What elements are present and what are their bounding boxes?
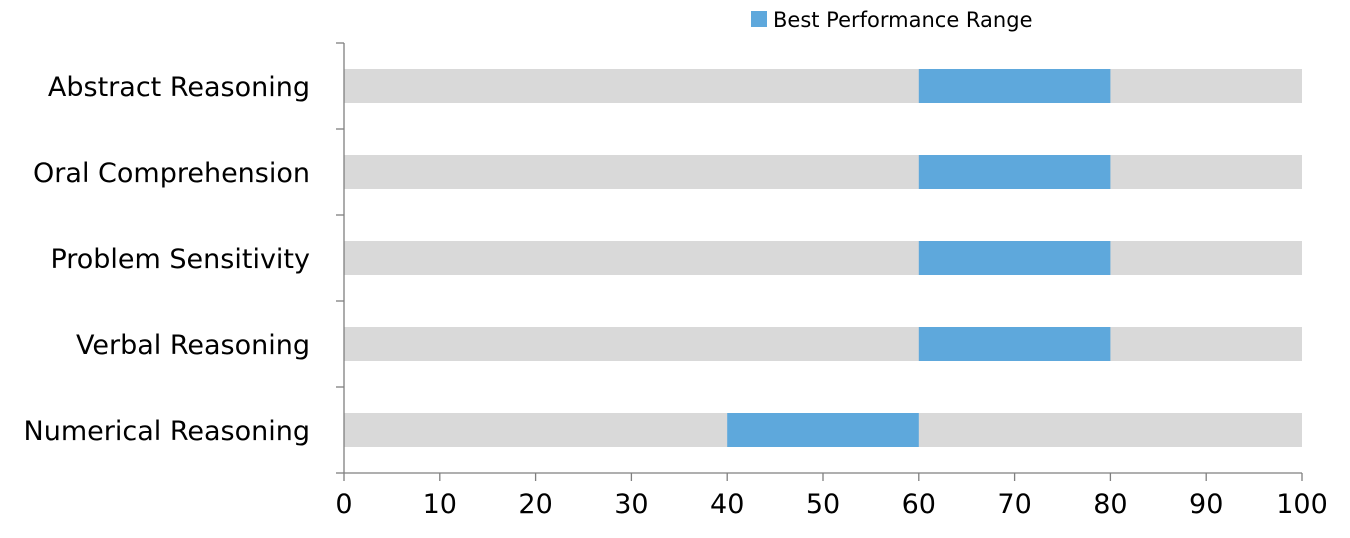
- x-tick-label-50: 50: [806, 489, 840, 520]
- legend-swatch: [751, 11, 767, 27]
- x-tick-label-100: 100: [1276, 489, 1328, 520]
- axes: [336, 42, 1303, 481]
- x-tick-label-30: 30: [614, 489, 648, 520]
- range-bar-oral-comprehension: [918, 155, 1111, 189]
- background-bar-verbal-reasoning: [344, 327, 1302, 361]
- x-tick-label-40: 40: [710, 489, 744, 520]
- background-bar-abstract-reasoning: [344, 69, 1302, 103]
- x-tick-label-20: 20: [518, 489, 552, 520]
- background-bars: [344, 69, 1302, 447]
- x-tick-label-10: 10: [423, 489, 457, 520]
- category-labels: Abstract Reasoning Oral Comprehension Prob…: [24, 72, 310, 447]
- category-label-oral-comprehension: Oral Comprehension: [33, 158, 310, 189]
- legend: Best Performance Range: [751, 8, 1033, 32]
- range-bar-problem-sensitivity: [918, 241, 1111, 275]
- category-label-numerical-reasoning: Numerical Reasoning: [24, 416, 310, 447]
- category-label-verbal-reasoning: Verbal Reasoning: [76, 330, 310, 361]
- category-label-abstract-reasoning: Abstract Reasoning: [48, 72, 310, 103]
- background-bar-problem-sensitivity: [344, 241, 1302, 275]
- range-bar-abstract-reasoning: [918, 69, 1111, 103]
- range-bar-numerical-reasoning: [727, 413, 919, 447]
- performance-range-bars: [727, 69, 1111, 447]
- x-tick-label-0: 0: [335, 489, 352, 520]
- x-tick-label-70: 70: [997, 489, 1031, 520]
- range-bar-verbal-reasoning: [918, 327, 1111, 361]
- category-label-problem-sensitivity: Problem Sensitivity: [50, 244, 310, 275]
- x-tick-labels: 0 10 20 30 40 50 60 70 80 90 100: [335, 489, 1327, 520]
- x-tick-label-80: 80: [1093, 489, 1127, 520]
- background-bar-oral-comprehension: [344, 155, 1302, 189]
- x-tick-label-90: 90: [1189, 489, 1223, 520]
- legend-label-best-performance-range: Best Performance Range: [773, 8, 1033, 32]
- x-tick-label-60: 60: [902, 489, 936, 520]
